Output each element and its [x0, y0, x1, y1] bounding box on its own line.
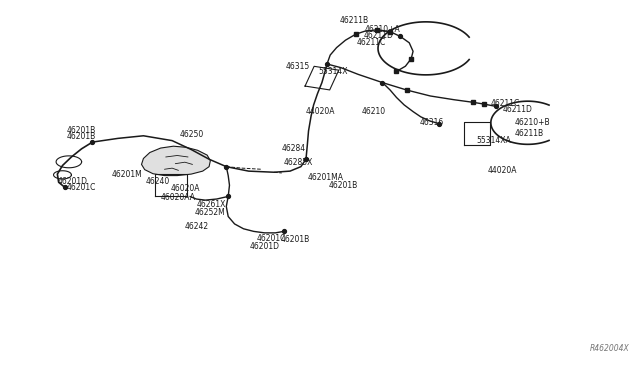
Text: 46020AA: 46020AA — [161, 193, 196, 202]
Text: 46210: 46210 — [362, 107, 386, 116]
Text: 46315: 46315 — [285, 62, 310, 71]
Text: 46211C: 46211C — [357, 38, 386, 47]
Text: 46201B: 46201B — [67, 126, 96, 135]
Text: 44020A: 44020A — [488, 166, 517, 175]
Text: 46240: 46240 — [145, 177, 170, 186]
Text: 46284: 46284 — [282, 144, 306, 153]
Text: 46242: 46242 — [185, 222, 209, 231]
Text: 44020A: 44020A — [306, 107, 335, 116]
Text: 46201B: 46201B — [280, 235, 310, 244]
Text: 46211B: 46211B — [340, 16, 369, 25]
Text: 46210+B: 46210+B — [515, 118, 550, 127]
Text: 46285X: 46285X — [284, 158, 313, 167]
Text: 46211B: 46211B — [515, 129, 544, 138]
Text: 46316: 46316 — [419, 118, 444, 126]
Text: 46210+A: 46210+A — [365, 25, 401, 33]
Text: 46201B: 46201B — [67, 132, 96, 141]
Text: 46250: 46250 — [180, 130, 204, 139]
Text: 46261X: 46261X — [196, 200, 226, 209]
Polygon shape — [141, 146, 211, 176]
Text: 46211C: 46211C — [491, 99, 520, 108]
Text: 46201M: 46201M — [111, 170, 142, 179]
Text: 46201D: 46201D — [250, 242, 280, 251]
Text: R462004X: R462004X — [589, 344, 629, 353]
Text: 46211D: 46211D — [364, 31, 393, 40]
Text: 46252M: 46252M — [195, 208, 225, 217]
Text: 46201D: 46201D — [58, 177, 88, 186]
Text: 46201MA: 46201MA — [307, 173, 343, 182]
Text: 46201B: 46201B — [328, 181, 358, 190]
Text: 55314XA: 55314XA — [477, 136, 511, 145]
Text: 46020A: 46020A — [171, 185, 200, 193]
Text: 46201C: 46201C — [67, 183, 96, 192]
Text: 46201C: 46201C — [256, 234, 285, 243]
Text: 46211D: 46211D — [502, 105, 532, 114]
Text: 55314X: 55314X — [319, 67, 348, 76]
